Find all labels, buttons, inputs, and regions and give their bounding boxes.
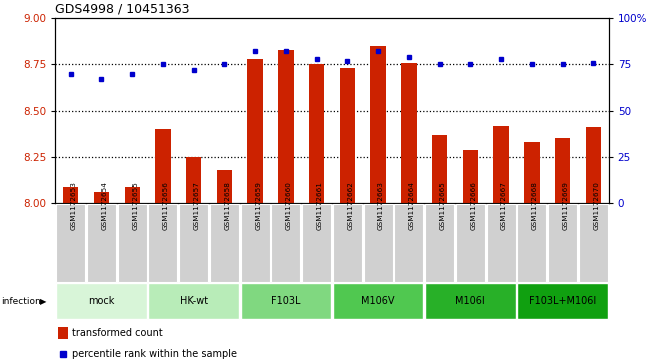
Bar [94, 192, 109, 203]
Text: mock: mock [89, 296, 115, 306]
Text: GSM1172654: GSM1172654 [102, 181, 107, 230]
Text: ▶: ▶ [40, 297, 47, 306]
Bar [493, 126, 509, 203]
Bar [463, 150, 478, 203]
Bar [63, 187, 78, 203]
FancyBboxPatch shape [56, 204, 85, 282]
Bar [124, 187, 140, 203]
Bar [217, 170, 232, 203]
Bar [186, 157, 201, 203]
FancyBboxPatch shape [210, 204, 239, 282]
FancyBboxPatch shape [487, 204, 516, 282]
FancyBboxPatch shape [364, 204, 393, 282]
Text: GSM1172667: GSM1172667 [501, 181, 507, 230]
Bar [586, 127, 601, 203]
Text: transformed count: transformed count [72, 328, 163, 338]
Bar [155, 129, 171, 203]
Text: GSM1172664: GSM1172664 [409, 181, 415, 230]
FancyBboxPatch shape [87, 204, 116, 282]
Text: GDS4998 / 10451363: GDS4998 / 10451363 [55, 3, 190, 16]
Text: GSM1172655: GSM1172655 [132, 181, 138, 230]
FancyBboxPatch shape [148, 283, 239, 319]
Bar [370, 46, 386, 203]
FancyBboxPatch shape [333, 283, 423, 319]
FancyBboxPatch shape [425, 283, 516, 319]
Text: GSM1172659: GSM1172659 [255, 181, 261, 230]
Text: GSM1172668: GSM1172668 [532, 181, 538, 230]
Text: percentile rank within the sample: percentile rank within the sample [72, 349, 237, 359]
Text: infection: infection [1, 297, 40, 306]
Text: HK-wt: HK-wt [180, 296, 208, 306]
Text: F103L+M106I: F103L+M106I [529, 296, 596, 306]
Text: GSM1172656: GSM1172656 [163, 181, 169, 230]
Text: GSM1172653: GSM1172653 [71, 181, 77, 230]
FancyBboxPatch shape [395, 204, 423, 282]
FancyBboxPatch shape [148, 204, 177, 282]
Bar [524, 142, 540, 203]
FancyBboxPatch shape [241, 283, 331, 319]
FancyBboxPatch shape [179, 204, 208, 282]
Text: M106V: M106V [361, 296, 395, 306]
Text: GSM1172662: GSM1172662 [348, 181, 353, 230]
Text: GSM1172670: GSM1172670 [593, 181, 600, 230]
FancyBboxPatch shape [456, 204, 485, 282]
Text: GSM1172658: GSM1172658 [225, 181, 230, 230]
FancyBboxPatch shape [518, 204, 546, 282]
Text: F103L: F103L [271, 296, 301, 306]
Bar [309, 65, 324, 203]
Bar [247, 59, 263, 203]
Text: GSM1172666: GSM1172666 [470, 181, 477, 230]
Bar [432, 135, 447, 203]
FancyBboxPatch shape [241, 204, 270, 282]
FancyBboxPatch shape [118, 204, 146, 282]
Text: GSM1172663: GSM1172663 [378, 181, 384, 230]
FancyBboxPatch shape [333, 204, 362, 282]
Bar [401, 62, 417, 203]
Text: GSM1172657: GSM1172657 [194, 181, 200, 230]
FancyBboxPatch shape [271, 204, 300, 282]
Text: GSM1172665: GSM1172665 [439, 181, 445, 230]
FancyBboxPatch shape [56, 283, 146, 319]
FancyBboxPatch shape [302, 204, 331, 282]
FancyBboxPatch shape [579, 204, 608, 282]
Text: GSM1172669: GSM1172669 [562, 181, 568, 230]
Bar [58, 327, 68, 339]
Bar [555, 139, 570, 203]
Text: GSM1172661: GSM1172661 [316, 181, 323, 230]
FancyBboxPatch shape [518, 283, 608, 319]
Text: GSM1172660: GSM1172660 [286, 181, 292, 230]
Bar [278, 50, 294, 203]
FancyBboxPatch shape [548, 204, 577, 282]
FancyBboxPatch shape [425, 204, 454, 282]
Bar [340, 68, 355, 203]
Text: M106I: M106I [456, 296, 485, 306]
